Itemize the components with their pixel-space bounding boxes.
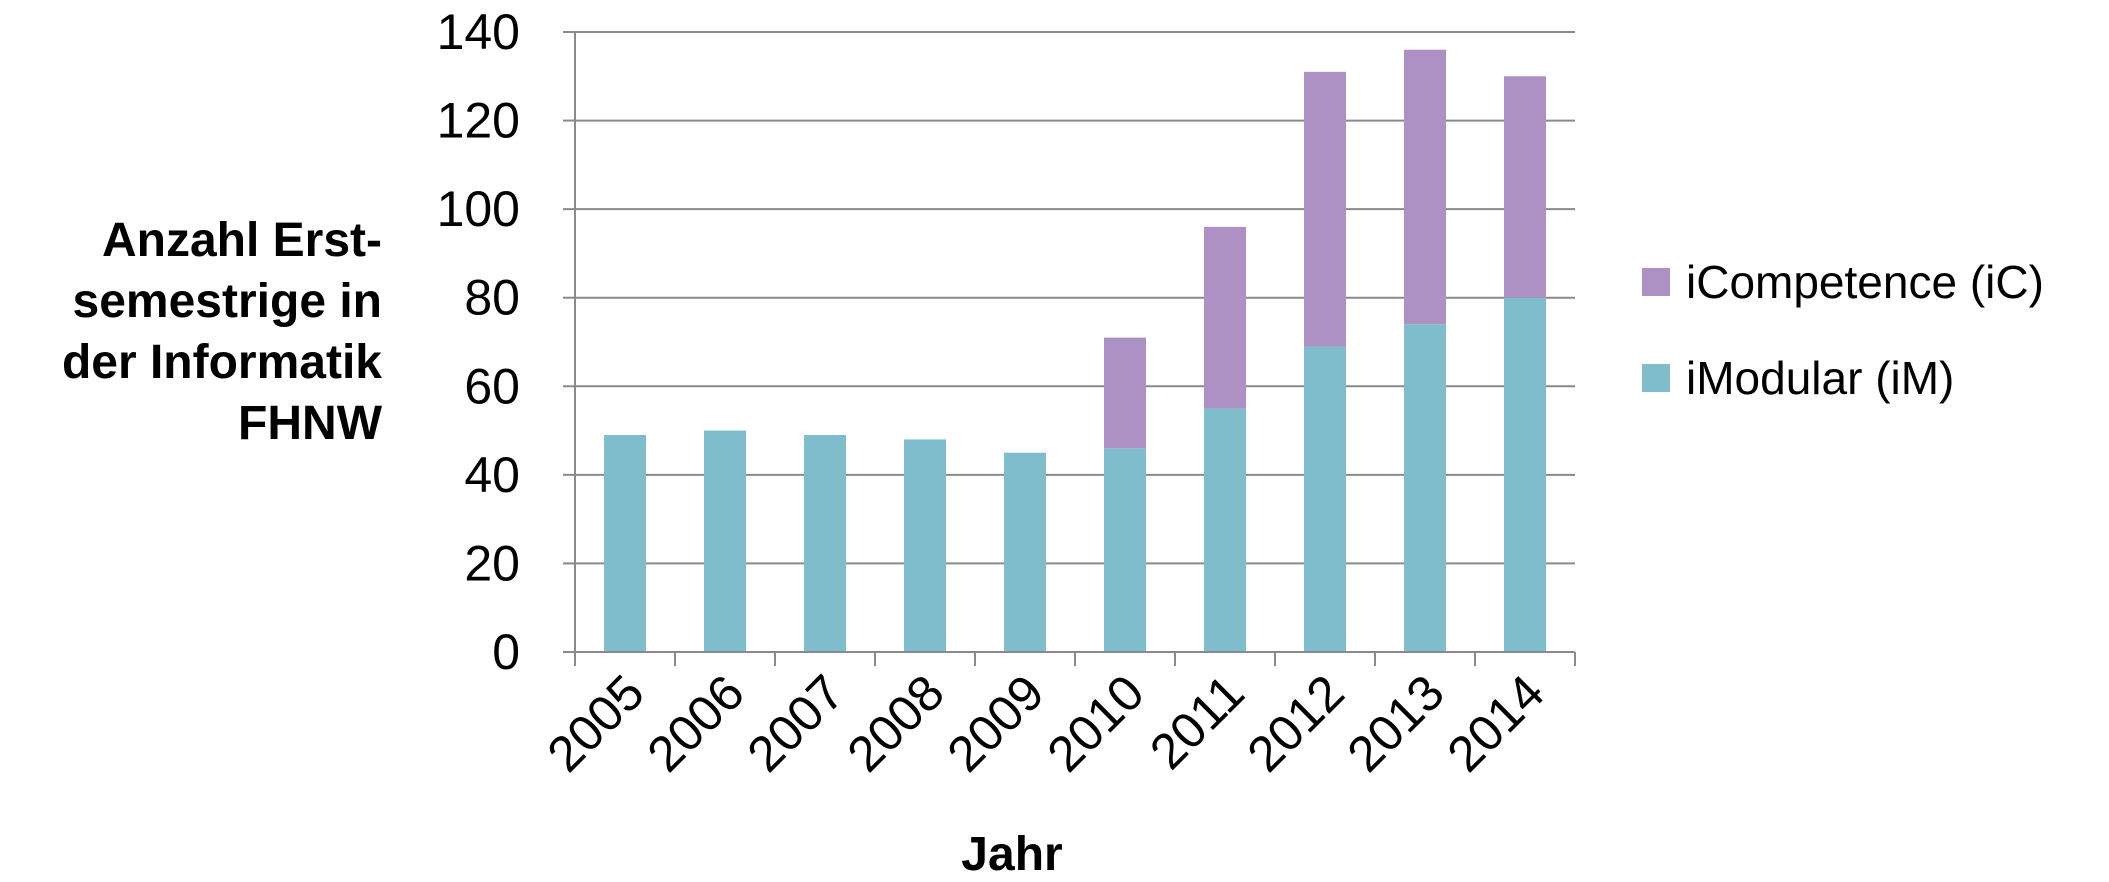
x-tick-label: 2012 (1237, 664, 1355, 782)
y-tick-label: 140 (437, 4, 520, 60)
y-tick-label: 120 (437, 93, 520, 149)
bars (604, 49, 1546, 652)
y-axis-label-line-2: semestrige in (72, 275, 382, 328)
y-tick-label: 60 (464, 358, 520, 414)
bar-segment-icompetence-2013 (1404, 49, 1446, 325)
bar-segment-imodular-2014 (1504, 297, 1546, 652)
legend-label: iModular (iM) (1686, 352, 1954, 404)
bar-segment-icompetence-2014 (1504, 76, 1546, 298)
y-tick-label: 100 (437, 181, 520, 237)
y-tick-label: 40 (464, 447, 520, 503)
y-axis-label-line-1: Anzahl Erst- (101, 214, 382, 267)
x-tick-label: 2006 (637, 664, 755, 782)
x-tick-label: 2008 (837, 664, 955, 782)
legend-swatch (1642, 268, 1670, 296)
bar-segment-imodular-2013 (1404, 324, 1446, 652)
y-axis-label: Anzahl Erst- semestrige in der Informati… (10, 210, 382, 454)
y-tick-label: 80 (464, 270, 520, 326)
legend-label: iCompetence (iC) (1686, 256, 2044, 308)
y-tick-label: 0 (492, 624, 520, 680)
x-tick-label: 2013 (1337, 664, 1455, 782)
y-axis-label-line-3: der Informatik (61, 336, 382, 389)
bar-segment-imodular-2009 (1004, 452, 1046, 652)
x-tick-label: 2010 (1037, 664, 1155, 782)
legend-swatch (1642, 364, 1670, 392)
y-tick-label: 20 (464, 535, 520, 591)
y-axis-label-line-4: FHNW (238, 397, 382, 450)
x-tick-label: 2005 (537, 664, 655, 782)
axes (563, 31, 1576, 666)
y-tick-labels: 0 20 40 60 80 100 120 140 (437, 4, 520, 680)
bar-segment-imodular-2010 (1104, 448, 1146, 652)
bar-segment-imodular-2006 (704, 430, 746, 652)
bar-segment-icompetence-2011 (1204, 226, 1246, 409)
x-tick-label: 2014 (1437, 664, 1555, 782)
bar-segment-icompetence-2010 (1104, 337, 1146, 449)
bar-segment-imodular-2005 (604, 435, 646, 652)
legend: iCompetence (iC) iModular (iM) (1642, 256, 2044, 404)
bar-segment-icompetence-2012 (1304, 71, 1346, 347)
bar-segment-imodular-2007 (804, 435, 846, 652)
x-tick-label: 2011 (1139, 664, 1255, 780)
x-tick-label: 2007 (737, 664, 855, 782)
bar-segment-imodular-2008 (904, 439, 946, 652)
x-axis-label: Jahr (961, 828, 1062, 881)
bar-segment-imodular-2011 (1204, 408, 1246, 652)
bar-segment-imodular-2012 (1304, 346, 1346, 652)
x-tick-label: 2009 (937, 664, 1055, 782)
